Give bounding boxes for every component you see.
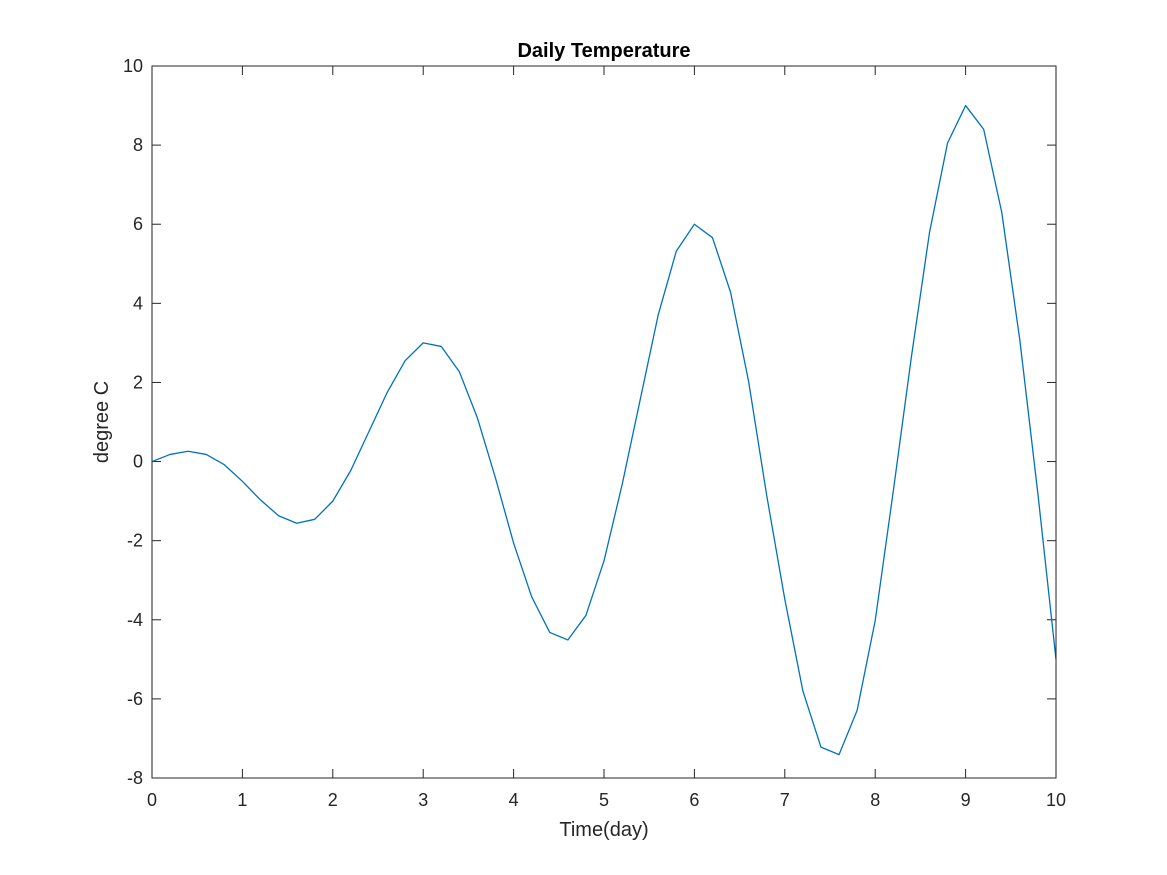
y-tick-label: -2 (127, 531, 143, 551)
x-tick-label: 3 (418, 790, 428, 810)
y-axis-label: degree C (91, 381, 113, 463)
x-tick-label: 10 (1046, 790, 1066, 810)
y-tick-label: -4 (127, 610, 143, 630)
y-tick-label: -6 (127, 689, 143, 709)
y-tick-label: 8 (133, 135, 143, 155)
y-tick-label: 2 (133, 372, 143, 392)
series-layer (151, 104, 1057, 756)
x-tick-label: 9 (961, 790, 971, 810)
temperature-series-line (151, 104, 1057, 756)
y-tick-label: 0 (133, 452, 143, 472)
x-tick-label: 5 (599, 790, 609, 810)
y-tick-label: 10 (123, 56, 143, 76)
x-tick-label: 7 (780, 790, 790, 810)
axes-box (151, 65, 1057, 779)
plot-area (152, 66, 1056, 778)
y-tick-label: 4 (133, 293, 143, 313)
y-tick-label: 6 (133, 214, 143, 234)
y-tick-label: -8 (127, 768, 143, 788)
x-tick-label: 0 (147, 790, 157, 810)
x-tick-label: 4 (509, 790, 519, 810)
x-tick-label: 8 (870, 790, 880, 810)
x-tick-label: 2 (328, 790, 338, 810)
x-tick-label: 6 (689, 790, 699, 810)
tick-labels: 0 1 2 3 4 5 6 7 8 9 10 -8 -6 -4 -2 0 2 4 6 8 10 (123, 56, 1066, 810)
chart-title: Daily Temperature (517, 40, 690, 62)
x-tick-label: 1 (237, 790, 247, 810)
x-axis-label: Time(day) (559, 819, 648, 841)
